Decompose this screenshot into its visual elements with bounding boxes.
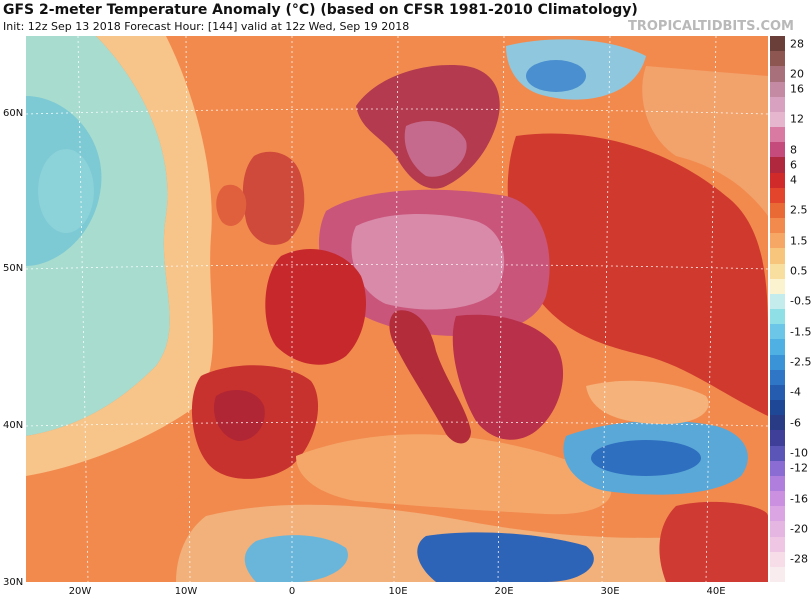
- colorbar-label: -2.5: [790, 355, 812, 369]
- lon-label: 30E: [600, 586, 620, 597]
- colorbar-label: 0.5: [790, 264, 808, 278]
- colorbar-label: -16: [790, 492, 808, 506]
- middle-east: [659, 501, 768, 582]
- colorbar-swatch: [770, 263, 785, 280]
- colorbar-swatch: [770, 142, 785, 158]
- colorbar-swatch: [770, 506, 785, 522]
- colorbar-label: 20: [790, 67, 804, 81]
- colorbar-swatch: [770, 293, 785, 310]
- graticule: [26, 36, 768, 582]
- turkey-cold-core: [591, 440, 701, 476]
- colorbar-swatch: [770, 566, 785, 583]
- colorbar-label: 2.5: [790, 203, 808, 217]
- lat-label: 30N: [3, 577, 24, 588]
- colorbar-swatch: [770, 96, 785, 113]
- france: [265, 248, 366, 365]
- colorbar-swatch: [770, 218, 785, 234]
- colorbar-swatch: [770, 248, 785, 264]
- colorbar-label: 28: [790, 37, 804, 51]
- great-britain: [242, 151, 305, 245]
- colorbar-label: 8: [790, 143, 797, 157]
- colorbar-label: -28: [790, 552, 808, 566]
- colorbar-swatch: [770, 172, 785, 189]
- colorbar-label: -0.5: [790, 294, 812, 308]
- anomaly-map: [26, 36, 768, 582]
- colorbar-label: -6: [790, 416, 801, 430]
- germany-poland-hottest: [351, 214, 505, 310]
- forecast-info: Init: 12z Sep 13 2018 Forecast Hour: [14…: [3, 20, 410, 33]
- finland-cold: [526, 60, 586, 92]
- map-svg: [26, 36, 768, 582]
- colorbar-swatch: [770, 536, 785, 553]
- algeria-cool: [244, 535, 348, 582]
- lon-label: 10E: [388, 586, 408, 597]
- near-zero-band: [26, 36, 213, 476]
- mediterranean: [296, 434, 612, 515]
- sweden-hot: [404, 121, 467, 177]
- header: GFS 2-meter Temperature Anomaly (°C) (ba…: [0, 0, 812, 36]
- balkans: [452, 314, 564, 440]
- colorbar-label: -4: [790, 385, 801, 399]
- lon-label: 20E: [494, 586, 514, 597]
- colorbar-swatch: [770, 430, 785, 446]
- colorbar-swatch: [770, 369, 785, 386]
- black-sea: [586, 380, 709, 424]
- colorbar-swatch: [770, 415, 785, 431]
- colorbar-swatch: [770, 309, 785, 325]
- colorbar-label: -20: [790, 522, 808, 536]
- colorbar-swatch: [770, 187, 785, 204]
- colorbar-swatch: [770, 36, 785, 52]
- lat-label: 50N: [3, 263, 24, 274]
- colorbar-swatch: [770, 445, 785, 462]
- colorbar-swatch: [770, 551, 785, 568]
- colorbar-swatch: [770, 460, 785, 477]
- spain-hot-core: [213, 390, 265, 441]
- lon-label: 20W: [68, 586, 92, 597]
- colorbar-label: -1.5: [790, 325, 812, 339]
- colorbar-label: 16: [790, 82, 804, 96]
- colorbar-swatch: [770, 127, 785, 143]
- russia-warm: [642, 66, 768, 216]
- colorbar-swatch: [770, 157, 785, 173]
- colorbar-swatch: [770, 111, 785, 128]
- colorbar-label: 4: [790, 173, 797, 187]
- colorbar-swatch: [770, 66, 785, 82]
- libya-cold: [417, 532, 594, 582]
- eastern-europe: [507, 133, 768, 416]
- lon-label: 10W: [174, 586, 198, 597]
- colorbar-swatch: [770, 81, 785, 98]
- cold-core: [38, 149, 94, 233]
- colorbar-swatch: [770, 339, 785, 355]
- colorbar-label: 1.5: [790, 234, 808, 248]
- colorbar-swatch: [770, 202, 785, 219]
- italy: [389, 310, 471, 444]
- brand-watermark: TROPICALTIDBITS.COM: [628, 19, 794, 34]
- colorbar-swatch: [770, 400, 785, 416]
- map-title: GFS 2-meter Temperature Anomaly (°C) (ba…: [3, 2, 638, 18]
- colorbar-label: -10: [790, 446, 808, 460]
- lat-label: 40N: [3, 420, 24, 431]
- colorbar-label: 6: [790, 158, 797, 172]
- colorbar-swatch: [770, 278, 785, 295]
- colorbar-swatch: [770, 233, 785, 249]
- lon-label: 0: [288, 586, 296, 597]
- colorbar-swatch: [770, 475, 785, 492]
- colorbar-label: -12: [790, 461, 808, 475]
- lat-label: 60N: [3, 108, 24, 119]
- colorbar-legend: 28 20 16 12 8 6 4 2.5 1.5 0.5 -0.5 -1.5 -2.5 -4 -6 -10-…: [770, 36, 812, 583]
- colorbar-swatch: [770, 354, 785, 371]
- ireland: [216, 184, 247, 226]
- colorbar-swatch: [770, 491, 785, 507]
- colorbar-swatch: [770, 51, 785, 67]
- colorbar-swatch: [770, 521, 785, 537]
- colorbar-swatch: [770, 324, 785, 340]
- colorbar-swatch: [770, 384, 785, 401]
- lon-label: 40E: [706, 586, 726, 597]
- colorbar-label: 12: [790, 112, 804, 126]
